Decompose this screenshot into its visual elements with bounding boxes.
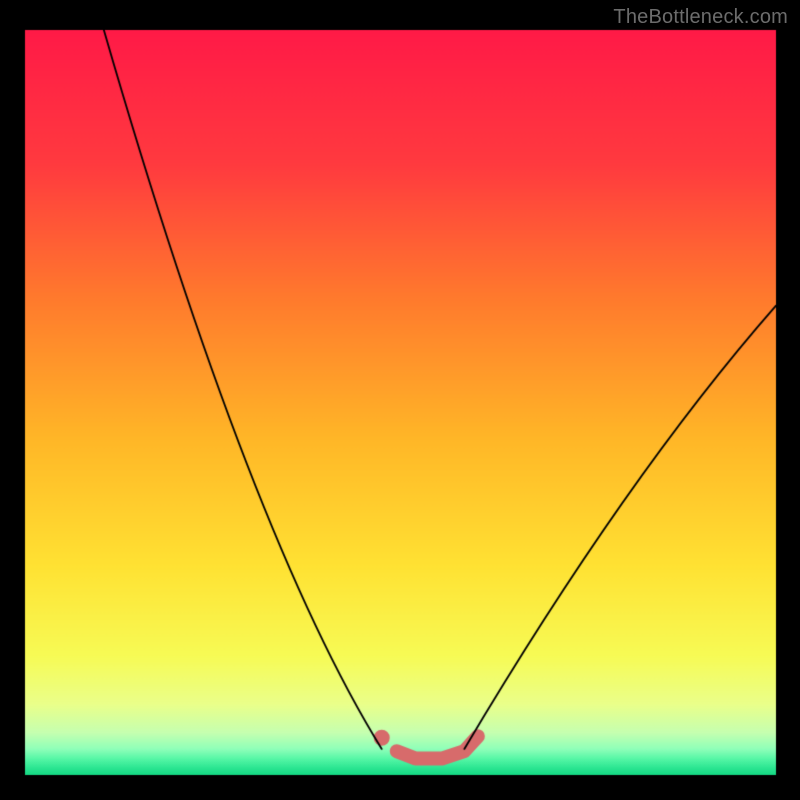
bottleneck-chart-canvas: [0, 0, 800, 800]
watermark-label: TheBottleneck.com: [613, 6, 788, 29]
chart-stage: TheBottleneck.com: [0, 0, 800, 800]
